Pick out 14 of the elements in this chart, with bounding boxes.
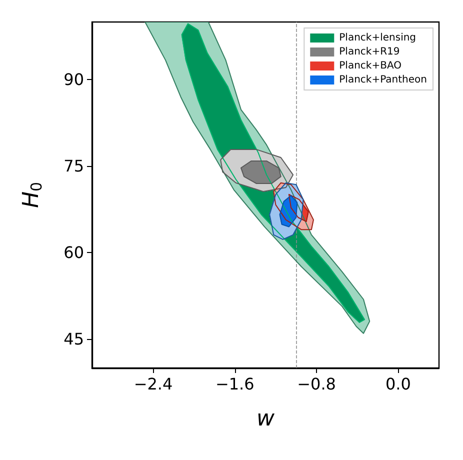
y-tick-label: 90	[64, 70, 84, 90]
x-tick-label: −1.6	[215, 374, 254, 394]
x-tick-label: 0.0	[385, 374, 411, 394]
x-axis-title: w	[256, 406, 276, 432]
legend-label: Planck+R19	[339, 46, 400, 58]
legend-label: Planck+Pantheon	[339, 74, 428, 86]
x-tick-label: −2.4	[134, 374, 173, 394]
x-tick-label: −0.8	[297, 374, 336, 394]
legend-label: Planck+lensing	[339, 32, 416, 44]
y-tick-label: 60	[64, 243, 84, 262]
y-tick-label: 75	[64, 156, 84, 176]
legend-label: Planck+BAO	[339, 60, 402, 72]
y-tick-label: 45	[64, 330, 84, 349]
y-axis-title: H0	[19, 182, 46, 208]
